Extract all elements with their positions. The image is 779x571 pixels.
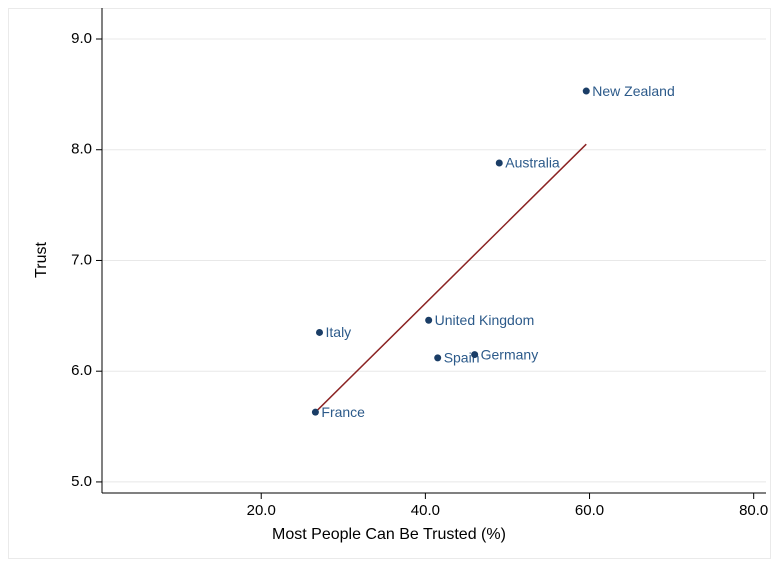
- x-axis-title: Most People Can Be Trusted (%): [272, 526, 506, 543]
- y-tick-label: 5.0: [71, 473, 92, 490]
- y-axis-title: Trust: [33, 242, 50, 278]
- point-label: Italy: [326, 324, 352, 340]
- point: [471, 351, 479, 359]
- x-tick-label: 20.0: [247, 502, 276, 519]
- point-label: Spain: [444, 350, 480, 366]
- point-label: United Kingdom: [435, 312, 535, 328]
- fit-line: [314, 143, 587, 413]
- point-label: Australia: [505, 155, 560, 171]
- y-tick-label: 6.0: [71, 362, 92, 379]
- x-tick-label: 80.0: [739, 502, 768, 519]
- point: [495, 159, 503, 167]
- point-label: Germany: [481, 346, 539, 362]
- point: [582, 87, 590, 95]
- y-tick-label: 8.0: [71, 141, 92, 158]
- point: [311, 408, 319, 416]
- x-tick-label: 40.0: [411, 502, 440, 519]
- point-label: France: [321, 404, 365, 420]
- point-label: New Zealand: [592, 83, 675, 99]
- y-tick-label: 9.0: [71, 30, 92, 47]
- x-tick-label: 60.0: [575, 502, 604, 519]
- point: [316, 328, 324, 336]
- chart-frame: [8, 8, 771, 559]
- point: [434, 354, 442, 362]
- point: [425, 316, 433, 324]
- y-tick-label: 7.0: [71, 251, 92, 268]
